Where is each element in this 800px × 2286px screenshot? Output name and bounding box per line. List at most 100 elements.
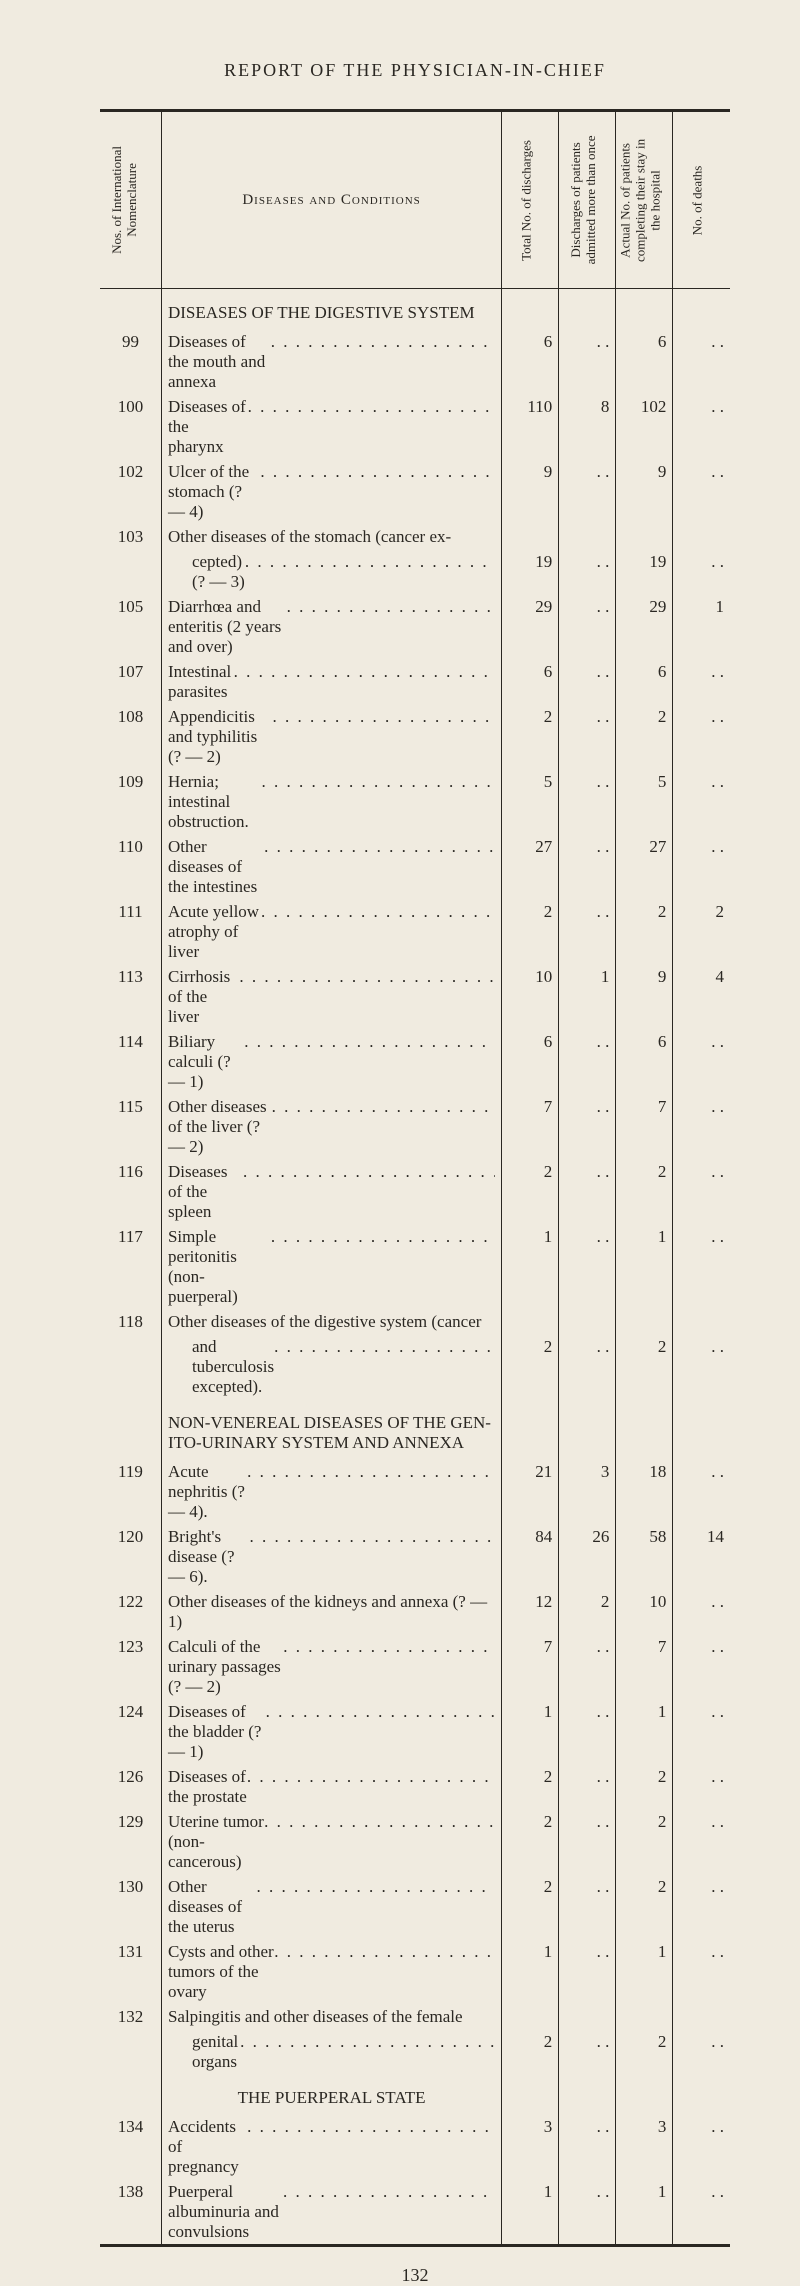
data-cell: 2: [559, 1589, 616, 1634]
data-cell: . .: [559, 1939, 616, 2004]
row-number: [100, 2029, 161, 2074]
data-cell: 29: [616, 594, 673, 659]
data-cell: 1: [616, 1699, 673, 1764]
disease-name: and tuberculosis excepted).. . . . . . .…: [161, 1334, 501, 1399]
data-cell: [559, 524, 616, 549]
data-cell: . .: [559, 2029, 616, 2074]
data-cell: 18: [616, 1459, 673, 1524]
data-cell: . .: [673, 1764, 730, 1809]
data-cell: 6: [616, 329, 673, 394]
data-cell: . .: [559, 1334, 616, 1399]
data-cell: . .: [673, 1874, 730, 1939]
row-number: 111: [100, 899, 161, 964]
col-header-nos: Nos. of International Nomenclature: [100, 111, 161, 289]
data-cell: 2: [502, 1334, 559, 1399]
section-heading: DISEASES OF THE DIGESTIVE SYSTEM: [161, 289, 501, 330]
report-table: Nos. of International Nomenclature Disea…: [100, 109, 730, 2247]
data-cell: [559, 1309, 616, 1334]
col-header-total: Total No. of discharges: [502, 111, 559, 289]
disease-name: Diseases of the prostate. . . . . . . . …: [161, 1764, 501, 1809]
disease-name: Diseases of the pharynx. . . . . . . . .…: [161, 394, 501, 459]
data-cell: [673, 2004, 730, 2029]
data-cell: 2: [502, 1159, 559, 1224]
row-number: 113: [100, 964, 161, 1029]
data-cell: . .: [673, 1224, 730, 1309]
disease-name: cepted) (? — 3). . . . . . . . . . . . .…: [161, 549, 501, 594]
data-cell: . .: [673, 2029, 730, 2074]
data-cell: 6: [502, 1029, 559, 1094]
data-cell: [502, 2004, 559, 2029]
data-cell: [673, 524, 730, 549]
data-cell: 9: [616, 459, 673, 524]
data-cell: . .: [559, 549, 616, 594]
data-cell: [616, 524, 673, 549]
data-cell: . .: [559, 1094, 616, 1159]
data-cell: 6: [502, 329, 559, 394]
data-cell: . .: [559, 1159, 616, 1224]
disease-name: genital organs. . . . . . . . . . . . . …: [161, 2029, 501, 2074]
data-cell: 27: [502, 834, 559, 899]
row-number: 107: [100, 659, 161, 704]
data-cell: 7: [502, 1634, 559, 1699]
disease-name: Ulcer of the stomach (? — 4). . . . . . …: [161, 459, 501, 524]
data-cell: . .: [559, 2179, 616, 2246]
data-cell: 110: [502, 394, 559, 459]
disease-name: Other diseases of the liver (? — 2). . .…: [161, 1094, 501, 1159]
data-cell: 10: [616, 1589, 673, 1634]
data-cell: 3: [502, 2114, 559, 2179]
data-cell: [673, 1309, 730, 1334]
data-cell: 2: [502, 704, 559, 769]
data-cell: . .: [673, 1634, 730, 1699]
data-cell: 2: [616, 1334, 673, 1399]
data-cell: 9: [502, 459, 559, 524]
data-cell: 21: [502, 1459, 559, 1524]
data-cell: . .: [673, 1699, 730, 1764]
data-cell: 2: [616, 704, 673, 769]
data-cell: . .: [559, 1764, 616, 1809]
data-cell: . .: [559, 1634, 616, 1699]
data-cell: . .: [673, 1334, 730, 1399]
data-cell: 1: [559, 964, 616, 1029]
data-cell: . .: [559, 329, 616, 394]
data-cell: 1: [616, 1939, 673, 2004]
data-cell: 1: [502, 1224, 559, 1309]
data-cell: . .: [559, 1699, 616, 1764]
data-cell: 9: [616, 964, 673, 1029]
data-cell: . .: [559, 1224, 616, 1309]
row-number: 117: [100, 1224, 161, 1309]
data-cell: 8: [559, 394, 616, 459]
data-cell: 3: [616, 2114, 673, 2179]
disease-name: Cysts and other tumors of the ovary. . .…: [161, 1939, 501, 2004]
disease-name: Biliary calculi (? — 1). . . . . . . . .…: [161, 1029, 501, 1094]
page-title: REPORT OF THE PHYSICIAN-IN-CHIEF: [100, 60, 730, 81]
data-cell: . .: [559, 659, 616, 704]
row-number: 126: [100, 1764, 161, 1809]
data-cell: 14: [673, 1524, 730, 1589]
table-body: DISEASES OF THE DIGESTIVE SYSTEM99Diseas…: [100, 289, 730, 2246]
document-page: REPORT OF THE PHYSICIAN-IN-CHIEF Nos. of…: [0, 0, 800, 1305]
row-number: 108: [100, 704, 161, 769]
row-number: 131: [100, 1939, 161, 2004]
data-cell: 27: [616, 834, 673, 899]
col-header-actual: Actual No. of patients completing their …: [616, 111, 673, 289]
disease-name: Other diseases of the uterus. . . . . . …: [161, 1874, 501, 1939]
data-cell: . .: [673, 1029, 730, 1094]
row-number: 132: [100, 2004, 161, 2029]
data-cell: 2: [616, 1809, 673, 1874]
disease-name: Diseases of the bladder (? — 1). . . . .…: [161, 1699, 501, 1764]
data-cell: . .: [673, 704, 730, 769]
data-cell: 6: [616, 1029, 673, 1094]
data-cell: . .: [559, 1809, 616, 1874]
data-cell: 2: [502, 899, 559, 964]
col-header-diseases: Diseases and Conditions: [161, 111, 501, 289]
data-cell: . .: [559, 594, 616, 659]
data-cell: . .: [559, 2114, 616, 2179]
disease-name: Calculi of the urinary passages (? — 2) …: [161, 1634, 501, 1699]
section-heading: THE PUERPERAL STATE: [161, 2074, 501, 2114]
data-cell: . .: [559, 704, 616, 769]
row-number: [100, 549, 161, 594]
data-cell: 19: [502, 549, 559, 594]
data-cell: [559, 2004, 616, 2029]
disease-name: Simple peritonitis (non-puerperal). . . …: [161, 1224, 501, 1309]
data-cell: 2: [616, 899, 673, 964]
